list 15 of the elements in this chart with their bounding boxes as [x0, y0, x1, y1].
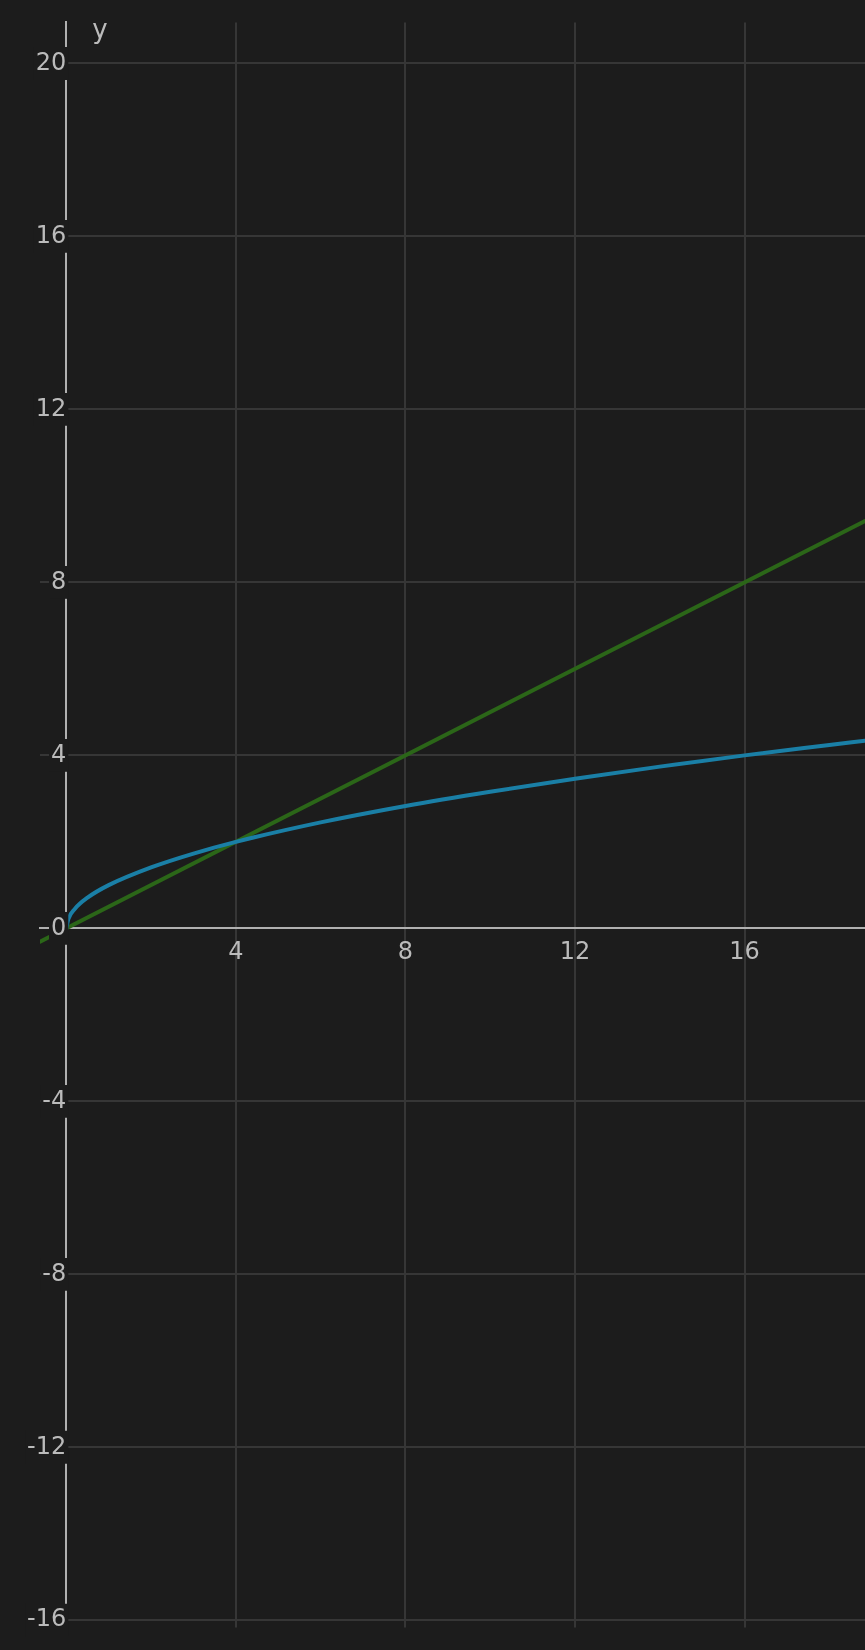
y-tick-label: -12: [27, 1431, 67, 1460]
y-tick-label: 16: [35, 220, 67, 249]
y-tick-label: 20: [35, 47, 67, 76]
x-tick-label: 12: [559, 936, 591, 965]
x-tick-label: 8: [397, 936, 414, 965]
y-tick-label: 4: [51, 739, 67, 768]
x-tick-label: 16: [729, 936, 760, 965]
y-axis-title: y: [92, 14, 108, 45]
y-tick-label: -8: [42, 1258, 67, 1287]
y-tick-label: 0: [51, 912, 67, 941]
y-tick-label: 8: [51, 566, 67, 595]
y-tick-label: -4: [42, 1085, 67, 1114]
x-tick-label: 4: [228, 936, 244, 965]
y-tick-label: 12: [35, 393, 67, 422]
y-tick-label: -16: [27, 1604, 67, 1633]
